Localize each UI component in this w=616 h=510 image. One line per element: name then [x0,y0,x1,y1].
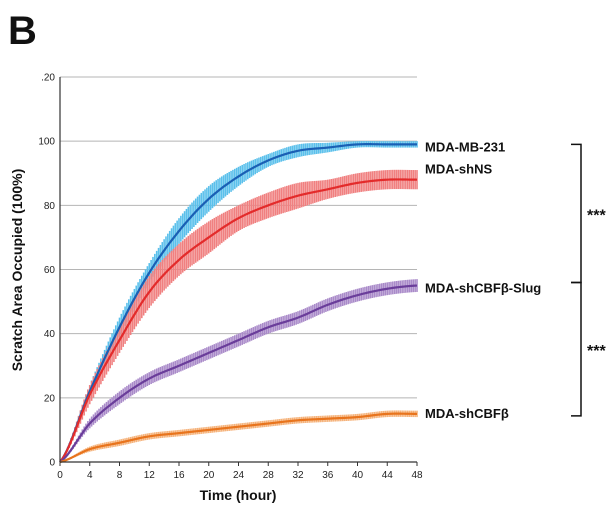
x-axis-title: Time (hour) [200,487,277,503]
y-tick-label: 100 [38,137,55,148]
x-tick-label: 44 [382,470,394,481]
y-axis-title: Scratch Area Occupied (100%) [9,169,25,372]
series-line [59,178,418,463]
series-labels: MDA-MB-231 MDA-shNS MDA-shCBFβ-Slug MDA-shC… [425,139,541,421]
x-tick-label: 28 [263,470,275,481]
x-tick-label: 36 [322,470,334,481]
y-tick-label: 80 [44,201,56,212]
y-tick-label: 60 [44,265,56,276]
series-line [59,284,418,463]
x-tick-label: 12 [144,470,156,481]
series-label: MDA-shCBFβ-Slug [425,281,541,296]
x-tick-label: 20 [203,470,215,481]
x-tick-label: 16 [173,470,185,481]
series-label: MDA-MB-231 [425,139,505,154]
x-tick-label: 32 [292,470,304,481]
axes [59,77,418,466]
series-line [59,143,417,463]
y-tick-label: 20 [44,393,56,404]
bracket: *** [571,281,606,417]
x-tick-label: 40 [352,470,364,481]
bracket-line [571,281,582,417]
significance-brackets: *** *** [571,143,606,417]
y-tick-label: 0 [49,458,55,469]
series-line [59,412,418,464]
x-tick-label: 4 [87,470,93,481]
y-tick-label: .20 [41,73,55,84]
x-tick-labels: 0 4 8 12 16 20 24 28 32 36 40 44 48 [57,470,423,481]
y-tick-label: 40 [44,329,56,340]
series-label: MDA-shNS [425,162,492,177]
significance-stars: *** [587,343,606,360]
significance-stars: *** [587,207,606,224]
x-tick-label: 24 [233,470,245,481]
error-band [61,279,418,461]
x-tick-label: 8 [117,470,123,481]
series-lines [59,143,418,464]
x-tick-label: 48 [411,470,423,481]
bracket-line [571,143,582,284]
bracket: *** [571,143,606,284]
panel-letter: B [8,9,37,53]
series-label: MDA-shCBFβ [425,406,509,421]
x-tick-label: 0 [57,470,63,481]
error-bands [61,141,418,462]
error-band [61,410,418,462]
y-tick-labels: 0 20 40 60 80 100 .20 [38,73,55,469]
